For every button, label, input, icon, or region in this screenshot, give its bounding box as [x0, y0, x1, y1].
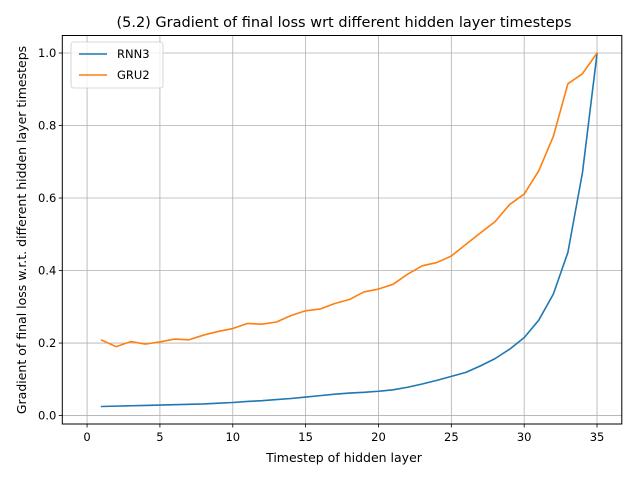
x-tick-label: 0 [83, 430, 90, 444]
x-tick-label: 15 [298, 430, 313, 444]
series-group [100, 51, 599, 408]
x-tick-label: 20 [371, 430, 386, 444]
y-tick-label: 0.0 [38, 409, 56, 423]
ticks: 0 5 10 15 20 25 30 35 0.0 0.2 0.4 0.6 0.8 1.0 [38, 46, 604, 444]
y-tick-label: 1.0 [38, 46, 56, 60]
y-tick-label: 0.4 [38, 264, 56, 278]
legend-label-gru2: GRU2 [117, 68, 150, 82]
x-tick-label: 25 [444, 430, 459, 444]
y-axis-label: Gradient of final loss w.r.t. different … [14, 46, 29, 414]
x-tick-label: 35 [590, 430, 605, 444]
x-tick-label: 30 [517, 430, 532, 444]
grid [62, 35, 622, 424]
y-tick-label: 0.6 [38, 191, 56, 205]
x-tick-label: 10 [225, 430, 240, 444]
legend: RNN3 GRU2 [70, 41, 164, 89]
y-tick-label: 0.2 [38, 336, 56, 350]
chart-title: (5.2) Gradient of final loss wrt differe… [116, 15, 571, 31]
series-line-gru2 [100, 51, 599, 348]
series-line-rnn3 [100, 52, 598, 408]
y-tick-label: 0.8 [38, 119, 56, 133]
legend-label-rnn3: RNN3 [117, 47, 150, 61]
x-axis-label: Timestep of hidden layer [265, 450, 423, 465]
x-tick-label: 5 [156, 430, 163, 444]
plot-frame [61, 35, 623, 425]
